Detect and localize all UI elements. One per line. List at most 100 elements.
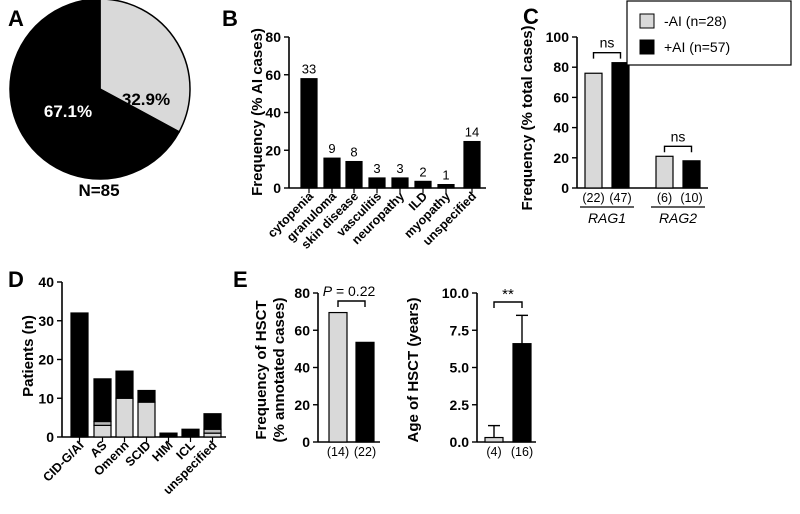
panel-e-bar: [355, 341, 375, 443]
pie-slice-label-2: 67.1%: [44, 102, 92, 121]
panel-d-y-tick-label: 10: [38, 390, 54, 406]
panel-c-significance-bracket: [592, 51, 622, 59]
panel-e2-significance-bracket: [493, 301, 523, 308]
panel-letter-e: E: [233, 267, 248, 292]
panel-d-bar-segment: [181, 428, 200, 438]
panel-b-data-label: 9: [328, 141, 335, 156]
panel-c-legend: -AI (n=28) +AI (n=57): [626, 0, 792, 66]
panel-c-y-tick-label: 40: [553, 120, 569, 136]
panel-b-y-tick-label: 40: [265, 105, 281, 121]
panel-d-bar-segment: [159, 432, 178, 438]
panel-b-bar: [391, 177, 409, 189]
panel-c-n-label: (6): [657, 191, 672, 205]
panel-c-n-label: (10): [680, 191, 702, 205]
pie-slice: [99, 0, 191, 133]
panel-e-bar: [328, 311, 348, 443]
panel-d-x-tick-label: HIM: [150, 438, 176, 464]
panel-c-bar: [655, 155, 674, 189]
pie-slice: [9, 0, 181, 180]
panel-e2-bar: [484, 436, 504, 443]
panel-c-y-tick-label: 0: [561, 180, 569, 196]
panel-letter-a: A: [8, 6, 24, 31]
panel-b-y-tick-label: 80: [265, 29, 281, 45]
panel-c-n-label: (22): [582, 191, 604, 205]
panel-b-bar: [368, 177, 386, 189]
panel-e2-bar: [512, 343, 532, 443]
panel-d-bar-segment: [137, 389, 156, 403]
panel-d-x-tick-label: CID-G/AI: [40, 438, 86, 484]
panel-e-y-tick-label: 20: [294, 397, 310, 413]
pie-slice-label-1: 32.9%: [122, 90, 170, 109]
panel-b-bar: [323, 157, 341, 189]
panel-b-data-label: 14: [465, 125, 479, 140]
panel-d-y-tick-label: 30: [38, 313, 54, 329]
panel-e2-significance-label: **: [502, 286, 514, 303]
panel-e2-n-label: (4): [486, 445, 501, 459]
panel-e2-y-tick-label: 7.5: [450, 322, 470, 338]
legend-entry-ai: +AI (n=57): [664, 39, 730, 55]
panel-letter-d: D: [8, 267, 24, 292]
panel-c-significance-label: ns: [600, 35, 615, 51]
panel-b-data-label: 8: [350, 145, 357, 160]
panel-e-n-label: (14): [327, 445, 349, 459]
panel-c-significance-bracket: [663, 145, 693, 153]
pie-chart: [9, 0, 191, 180]
panel-letter-c: C: [523, 4, 539, 29]
p-value-label: P = 0.22: [323, 283, 376, 299]
panel-b-y-tick-label: 60: [265, 67, 281, 83]
panel-d-bar-segment: [203, 413, 222, 430]
panel-b-bar: [463, 140, 481, 189]
panel-c-category-label: RAG1: [588, 210, 626, 226]
panel-e-significance-bracket: [337, 300, 366, 307]
panel-d-bar-segment: [115, 397, 134, 438]
panel-c-significance-label: ns: [671, 128, 686, 144]
panel-c-ylabel: Frequency (% total cases): [519, 25, 536, 210]
panel-b-data-label: 1: [442, 168, 449, 183]
panel-c-bar-chart: 0 20 40 60 80 100 (22) (47) ns RAG1 (6) (10) ns RAG2: [546, 29, 708, 226]
panel-e2-y-tick-label: 10.0: [442, 285, 469, 301]
panel-d-ylabel: Patients (n): [20, 315, 37, 397]
panel-d-bar-segment: [93, 424, 112, 438]
panel-c-category-label: RAG2: [659, 210, 697, 226]
panel-d-y-tick-label: 40: [38, 274, 54, 290]
panel-d-bar-segment: [115, 370, 134, 399]
panel-d-y-tick-label: 0: [46, 429, 54, 445]
panel-d-y-tick-label: 20: [38, 352, 54, 368]
panel-e-n-label: (22): [354, 445, 376, 459]
panel-c-y-tick-label: 60: [553, 89, 569, 105]
legend-swatch-no-ai: [639, 13, 655, 29]
panel-letter-b: B: [222, 6, 238, 31]
panel-e2-y-tick-label: 0.0: [450, 434, 470, 450]
panel-e2-ylabel: Age of HSCT (years): [405, 297, 422, 442]
panel-c-bar: [682, 160, 701, 189]
panel-e-y-tick-label: 0: [302, 434, 310, 450]
legend-swatch-ai: [639, 39, 655, 55]
panel-b-y-tick-label: 20: [265, 142, 281, 158]
panel-e-hsct-frequency-chart: 0 20 40 60 80 (14) (22): [294, 285, 380, 459]
panel-b-data-label: 3: [396, 161, 403, 176]
panel-b-bar: [345, 160, 363, 189]
panel-c-y-tick-label: 80: [553, 59, 569, 75]
panel-b-data-label: 3: [373, 161, 380, 176]
p-value-text: = 0.22: [332, 283, 375, 299]
panel-b-bar: [300, 78, 318, 189]
panel-e-y-tick-label: 80: [294, 285, 310, 301]
panel-e2-y-tick-label: 5.0: [450, 360, 470, 376]
panel-b-ylabel: Frequency (% AI cases): [249, 28, 266, 196]
panel-b-y-tick-label: 0: [273, 180, 281, 196]
panel-c-y-tick-label: 20: [553, 150, 569, 166]
panel-e2-n-label: (16): [511, 445, 533, 459]
panel-e-hsct-age-chart: 0.0 2.5 5.0 7.5 10.0 (4) (16) **: [442, 285, 536, 459]
panel-c-bar: [611, 62, 630, 189]
panel-e-ylabel-line2: (% annotated cases): [271, 297, 288, 442]
p-value-symbol: P: [323, 283, 333, 299]
panel-e2-y-tick-label: 2.5: [450, 397, 470, 413]
panel-e-ylabel-line1: Frequency of HSCT: [253, 300, 270, 439]
panel-c-bar: [584, 72, 603, 189]
panel-d-bar-segment: [70, 312, 89, 438]
panel-d-bar-segment: [137, 401, 156, 438]
legend-box: [626, 0, 792, 66]
